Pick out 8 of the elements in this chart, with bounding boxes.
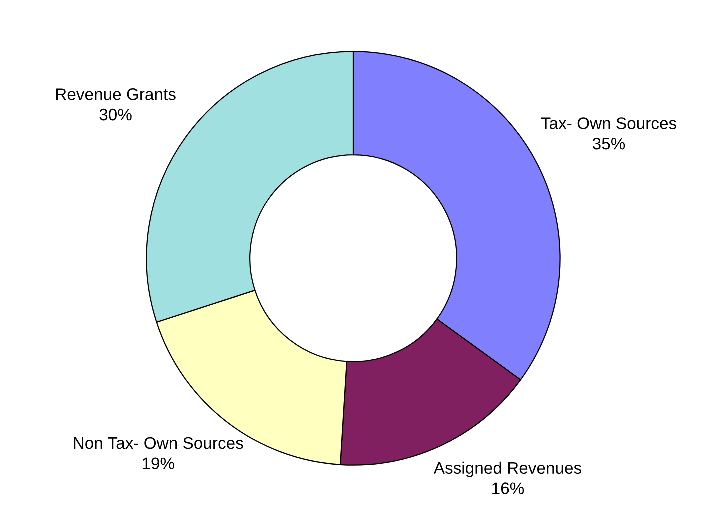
data-label: 35% xyxy=(592,138,626,150)
slice-label: Tax- Own Sources xyxy=(541,118,676,130)
data-label: 19% xyxy=(142,458,174,470)
slice-label: Revenue Grants xyxy=(56,88,176,100)
data-label: 16% xyxy=(492,482,524,494)
slice-label: Non Tax- Own Sources xyxy=(74,437,244,450)
slice-label: Assigned Revenues xyxy=(434,462,582,478)
data-label: 30% xyxy=(100,108,132,121)
